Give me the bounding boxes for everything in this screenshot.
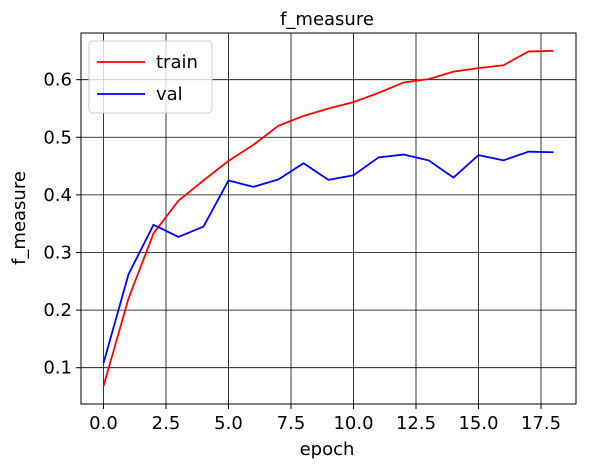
y-tick-label: 0.1 <box>43 358 72 379</box>
x-tick-label: 15.0 <box>458 413 498 434</box>
x-tick-label: 12.5 <box>396 413 436 434</box>
chart-title: f_measure <box>280 9 374 30</box>
legend: train val <box>88 40 213 114</box>
x-tick-label: 7.5 <box>277 413 306 434</box>
y-tick-label: 0.5 <box>43 127 72 148</box>
x-tick-label: 2.5 <box>152 413 181 434</box>
legend-label-train: train <box>156 52 198 73</box>
legend-label-val: val <box>156 84 183 105</box>
series-line-train <box>102 49 554 387</box>
series-line-val <box>102 150 554 364</box>
x-tick-label: 5.0 <box>214 413 243 434</box>
x-axis-ticks: 0.0 2.5 5.0 7.5 10.0 12.5 15.0 17.5 <box>89 404 561 434</box>
y-axis-label: f_measure <box>9 171 30 265</box>
y-tick-label: 0.4 <box>43 185 72 206</box>
grid <box>81 33 576 404</box>
x-axis-label: epoch <box>300 439 355 460</box>
x-tick-label: 17.5 <box>521 413 561 434</box>
y-tick-label: 0.3 <box>43 242 72 263</box>
y-axis-ticks: 0.1 0.2 0.3 0.4 0.5 0.6 <box>43 70 81 379</box>
x-tick-label: 10.0 <box>333 413 373 434</box>
plot-frame <box>80 32 577 405</box>
series-layer <box>102 49 554 387</box>
y-tick-label: 0.2 <box>43 300 72 321</box>
legend-box <box>88 40 213 114</box>
y-tick-label: 0.6 <box>43 70 72 91</box>
x-tick-label: 0.0 <box>89 413 118 434</box>
